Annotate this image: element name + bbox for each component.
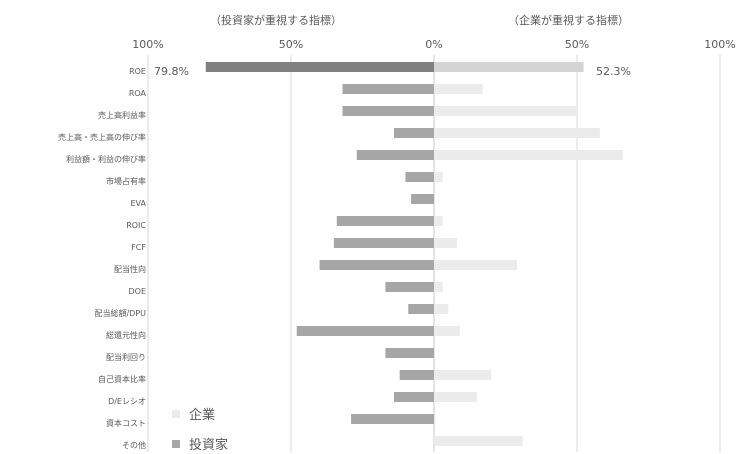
x-tick-label: 100% [704,38,736,51]
bar-investor [205,62,434,72]
bar-company [434,172,443,182]
bar-company [434,62,584,72]
bar-investor [385,348,434,358]
category-label: 自己資本比率 [98,375,146,384]
bar-company [434,106,577,116]
bar-investor [351,414,434,424]
category-label: 配当利回り [106,353,146,362]
bar-company [434,216,443,226]
category-label: D/Eレシオ [108,397,146,406]
category-label: FCF [131,243,146,252]
legend-item-investor: 投資家 [172,434,228,453]
category-label: ROIC [126,221,146,230]
bar-investor [333,238,434,248]
bar-investor [399,370,434,380]
category-label: ROE [129,67,146,76]
x-tick-label: 0% [425,38,443,51]
category-label: 配当総額/DPU [94,309,146,318]
bar-company [434,260,517,270]
bar-investor [336,216,434,226]
category-label: 資本コスト [106,419,146,428]
legend-label-investor: 投資家 [189,438,229,453]
company-header: （企業が重視する指標） [508,14,629,27]
category-label: 市場占有率 [106,177,146,186]
category-label: 総還元性向 [106,331,146,340]
category-label: DOE [128,287,146,296]
bar-investor [296,326,434,336]
bar-company [434,304,449,314]
bar-company [434,128,600,138]
category-label: 配当性向 [114,265,146,274]
bar-company [434,238,457,248]
x-tick-label: 100% [132,38,164,51]
legend-item-company: 企業 [172,404,215,423]
category-label: 売上高・売上高の伸び率 [58,133,146,142]
bar-investor [405,172,434,182]
category-label: ROA [128,89,146,98]
bar-company [434,84,483,94]
category-label: 売上高利益率 [98,111,146,120]
x-tick-label: 50% [564,38,590,51]
investor-header: （投資家が重視する指標） [210,14,342,27]
bar-company [434,436,523,446]
x-tick-label: 50% [278,38,304,51]
category-label: 利益額・利益の伸び率 [66,155,146,164]
bar-company [434,282,443,292]
data-label-investor-roe: 79.8% [154,65,189,78]
data-label-company-roe: 52.3% [596,65,631,78]
bar-company [434,326,460,336]
category-label: その他 [122,441,146,450]
legend-label-company: 企業 [189,408,216,423]
category-label: EVA [130,199,147,208]
bar-investor [342,84,434,94]
legend-swatch-investor [172,439,180,448]
bar-company [434,370,492,380]
bar-company [434,392,477,402]
bar-company [434,150,623,160]
bar-investor [385,282,434,292]
bar-investor [408,304,434,314]
legend-swatch-company [172,409,180,418]
bar-investor [319,260,434,270]
bar-investor [393,392,434,402]
bar-investor [393,128,434,138]
bar-investor [356,150,434,160]
bar-investor [411,194,434,204]
bar-investor [342,106,434,116]
